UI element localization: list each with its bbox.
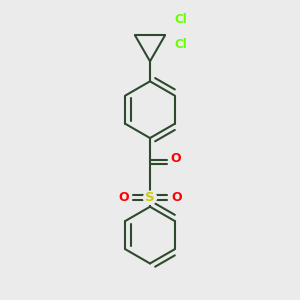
Text: S: S (145, 191, 155, 204)
Text: Cl: Cl (174, 13, 187, 26)
Circle shape (143, 191, 157, 204)
Text: O: O (170, 152, 181, 165)
Text: Cl: Cl (174, 38, 187, 51)
Text: O: O (171, 191, 181, 204)
Text: O: O (118, 191, 129, 204)
